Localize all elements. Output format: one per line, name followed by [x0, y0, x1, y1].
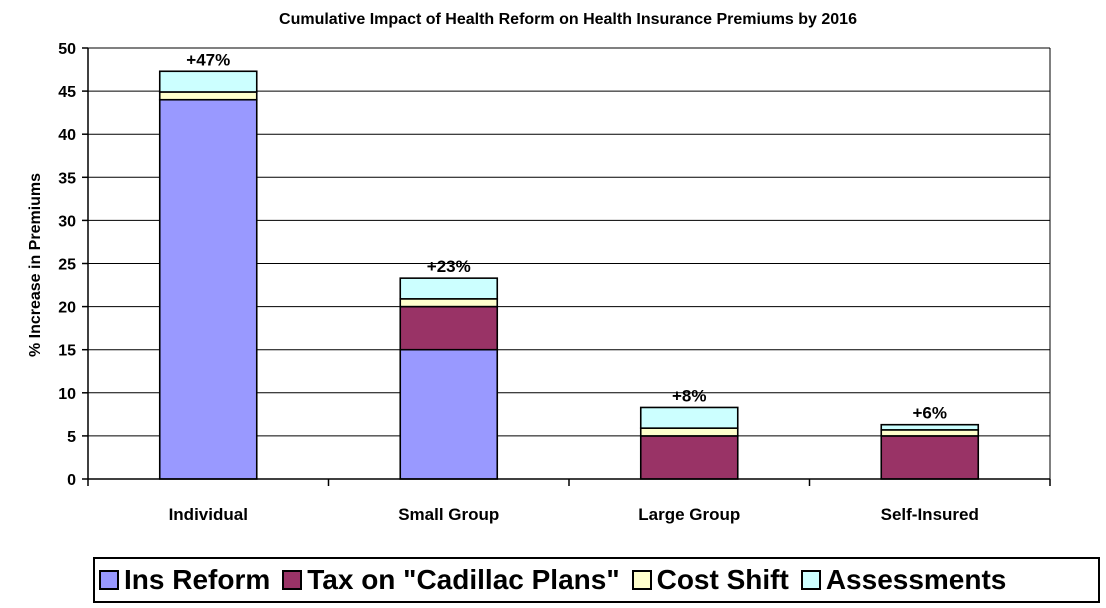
bar-segment-2-0 [158, 91, 258, 101]
legend: Ins Reform Tax on "Cadillac Plans" Cost … [93, 557, 1100, 603]
x-tick-label: Small Group [398, 505, 499, 524]
bar-segment-3-1 [399, 277, 499, 300]
bar-segment-2-1 [399, 298, 499, 308]
y-tick-label: 25 [58, 257, 76, 274]
bar-segment-3-2 [639, 406, 739, 429]
y-tick-label: 50 [58, 41, 76, 58]
legend-item-ins-reform: Ins Reform [99, 564, 270, 596]
x-tick-label: Individual [169, 505, 248, 524]
bar-segment-1-2 [639, 435, 739, 480]
y-tick-label: 5 [67, 429, 76, 446]
x-tick-label: Large Group [638, 505, 740, 524]
y-tick-label: 30 [58, 213, 76, 230]
bar-segment-0-0 [158, 98, 258, 480]
legend-swatch-cost-shift [631, 570, 652, 590]
bar-segment-1-3 [880, 435, 980, 480]
y-tick-label: 15 [58, 343, 76, 360]
y-tick-label: 45 [58, 84, 76, 101]
legend-swatch-ins-reform [99, 570, 119, 590]
y-tick-label: 0 [67, 472, 76, 489]
y-tick-label: 40 [58, 127, 76, 144]
bar-segment-3-3 [880, 423, 980, 431]
bar-total-label: +47% [186, 50, 230, 69]
legend-item-cadillac-tax: Tax on "Cadillac Plans" [282, 564, 620, 596]
legend-swatch-cadillac-tax [282, 570, 303, 590]
legend-label: Cost Shift [656, 564, 789, 595]
bar-total-label: +23% [427, 257, 471, 276]
bar-total-label: +6% [913, 404, 948, 423]
bar-segment-2-2 [639, 427, 739, 437]
bar-segment-3-0 [158, 70, 258, 93]
legend-label: Assessments [825, 564, 1007, 595]
legend-item-cost-shift: Cost Shift [631, 564, 789, 596]
legend-label: Ins Reform [124, 564, 271, 595]
legend-swatch-assessments [800, 570, 821, 590]
chart-title: Cumulative Impact of Health Reform on He… [279, 11, 857, 28]
y-tick-label: 35 [58, 170, 76, 187]
legend-label: Tax on "Cadillac Plans" [307, 564, 620, 595]
x-tick-label: Self-Insured [881, 505, 979, 524]
y-tick-label: 20 [58, 300, 76, 317]
bar-segment-1-1 [399, 305, 499, 351]
legend-item-assessments: Assessments [800, 564, 1007, 596]
chart: Cumulative Impact of Health Reform on He… [27, 11, 1051, 524]
y-axis-label: % Increase in Premiums [27, 173, 44, 357]
y-tick-label: 10 [58, 386, 76, 403]
bar-segment-0-1 [399, 348, 499, 480]
bar-total-label: +8% [672, 386, 707, 405]
bar-segment-2-3 [880, 429, 980, 437]
